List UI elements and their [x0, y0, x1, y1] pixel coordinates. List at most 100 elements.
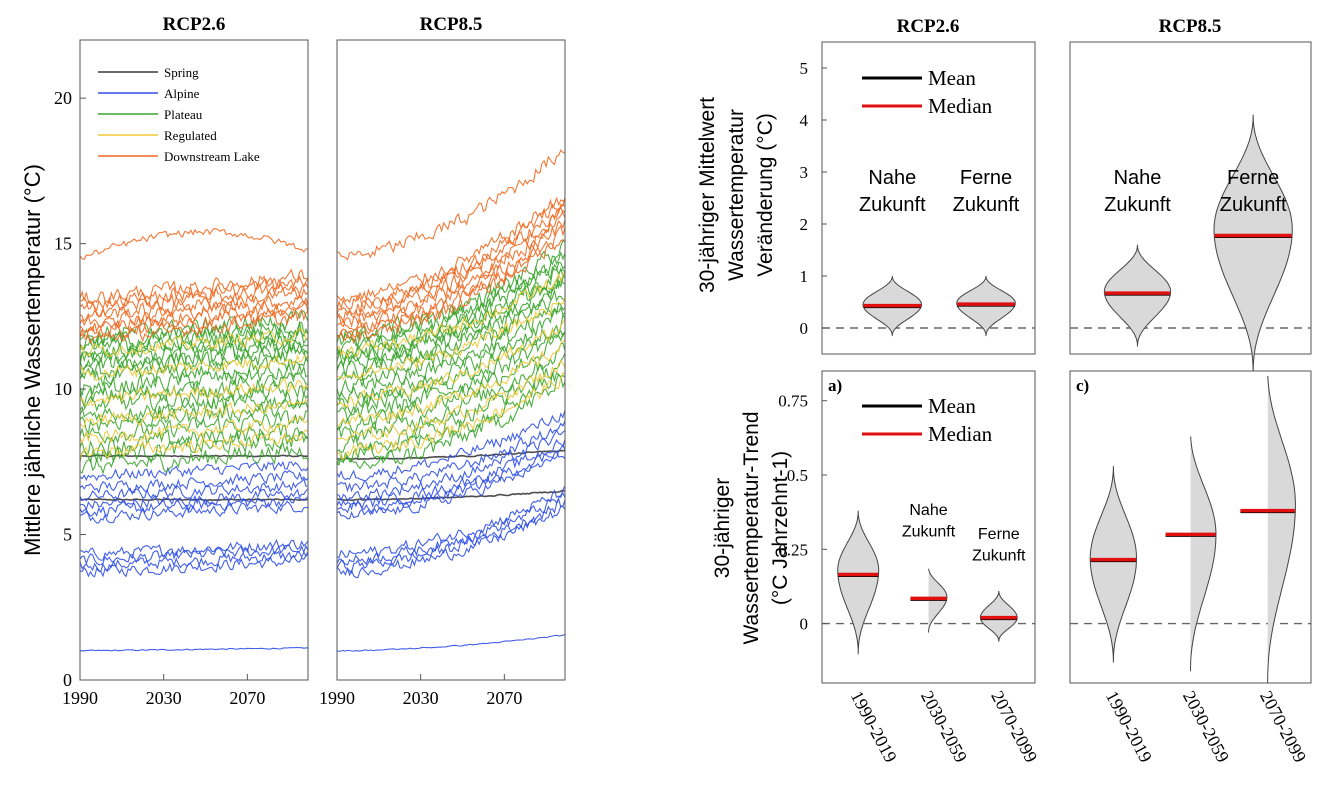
group-label: Nahe: [1114, 167, 1162, 189]
group-label: Nahe: [909, 502, 947, 519]
series-line-plateau: [337, 306, 565, 405]
axis-label-line: Wassertemperatur: [725, 109, 748, 281]
top-right-y-axis-label: 30-jähriger Mittelwert Wassertemperatur Ve…: [696, 97, 777, 293]
series-line-regulated: [337, 339, 565, 427]
x-tick-label: 1990: [62, 688, 98, 708]
series-line-downstream-lake: [337, 206, 565, 324]
bottom-right-y-axis-label: 30-jähriger Wassertemperatur-Trend (°C Jah…: [711, 411, 792, 644]
series-line-plateau: [80, 337, 308, 365]
series-line-spring: [80, 454, 308, 458]
series-line-downstream-lake: [337, 196, 565, 304]
x-tick-label: 1990: [319, 688, 355, 708]
left-y-axis-label: Mittlere jährliche Wassertemperatur (°C): [20, 164, 45, 556]
series-line-downstream-lake: [80, 296, 308, 334]
series-line-alpine: [80, 539, 308, 561]
series-line-alpine: [80, 495, 308, 518]
y-tick-label: 0: [800, 319, 809, 338]
series-line-alpine: [337, 439, 565, 511]
series-line-regulated: [80, 398, 308, 428]
legend-label: Spring: [164, 65, 199, 80]
series-line-plateau: [337, 261, 565, 356]
panel-frame: [336, 39, 566, 681]
series-line-alpine: [337, 485, 565, 559]
series-line-alpine: [80, 553, 308, 578]
legend-label: Alpine: [164, 86, 200, 101]
series-line-plateau: [337, 274, 565, 372]
group-label: Zukunft: [1104, 194, 1171, 216]
series-line-plateau: [337, 268, 565, 367]
legend-label: Mean: [928, 394, 976, 418]
series-line-regulated: [337, 372, 565, 460]
series-lines: [80, 228, 308, 652]
series-line-downstream-lake: [80, 275, 308, 312]
legend-label: Mean: [928, 66, 976, 90]
series-line-plateau: [80, 422, 308, 458]
group-label: Zukunft: [1220, 194, 1287, 216]
series-line-downstream-lake: [80, 286, 308, 323]
series-line-regulated: [337, 360, 565, 441]
y-tick-label: 0.5: [787, 466, 808, 485]
series-line-plateau: [337, 373, 565, 470]
x-tick-label: 2030-2059: [1179, 687, 1233, 765]
violin-panel-3: c) 1990-2019 2030-2059 2070-2099: [1069, 370, 1312, 766]
legend-label: Downstream Lake: [164, 149, 260, 164]
panel-title: RCP8.5: [420, 14, 483, 35]
y-tick-label: 0: [63, 670, 72, 690]
y-tick-label: 0.25: [778, 540, 808, 559]
panel-title: RCP2.6: [163, 14, 226, 35]
series-line-plateau: [337, 342, 565, 445]
series-line-downstream-lake: [80, 268, 308, 306]
group-label: Zukunft: [859, 194, 926, 216]
violin-body: [1190, 436, 1217, 672]
y-tick-label: 0: [800, 615, 809, 634]
series-line-regulated: [80, 429, 308, 460]
axis-label-line: Veränderung (°C): [754, 113, 777, 277]
series-line-downstream-lake: [337, 209, 565, 329]
legend-label: Regulated: [164, 128, 217, 143]
violin-body: [837, 510, 880, 655]
series-line-regulated: [80, 327, 308, 357]
x-tick-label: 2070: [229, 688, 265, 708]
series-line-alpine: [337, 492, 565, 566]
series-line-alpine: [80, 488, 308, 511]
series-line-alpine: [80, 646, 308, 652]
panel-label: a): [828, 376, 842, 395]
x-tick-label: 1990-2019: [1102, 687, 1156, 765]
panel-frame: [79, 39, 309, 681]
series-line-regulated: [337, 272, 565, 359]
x-tick-label: 2030: [146, 688, 182, 708]
legend-label: Median: [928, 422, 993, 446]
violin-panel-1: Nahe Zukunft Ferne Zukunft RCP8.5: [1069, 16, 1312, 373]
x-tick-label: 1990-2019: [847, 687, 901, 765]
series-line-regulated: [80, 353, 308, 381]
series-line-downstream-lake: [337, 238, 565, 345]
y-tick-label: 2: [800, 215, 809, 234]
series-line-alpine: [80, 550, 308, 573]
y-tick-label: 5: [800, 59, 809, 78]
x-tick-label: 2070-2099: [987, 687, 1041, 765]
y-tick-label: 0.75: [778, 392, 808, 411]
series-line-regulated: [80, 416, 308, 445]
axis-label-line: (°C Jahrzehnt-1): [769, 451, 792, 605]
series-line-plateau: [337, 301, 565, 398]
violin-panel-0: Nahe Zukunft Ferne Zukunft RCP2.6 0 1 2 3 4 5 Mean M…: [800, 16, 1036, 355]
series-line-regulated: [80, 378, 308, 407]
series-line-alpine: [80, 469, 308, 494]
series-line-plateau: [80, 327, 308, 363]
series-line-alpine: [80, 460, 308, 482]
series-line-alpine: [337, 429, 565, 503]
series-line-alpine: [337, 505, 565, 579]
legend-label: Median: [928, 94, 993, 118]
time-series-panel-1: RCP8.5 1990 2030 2070: [319, 14, 566, 708]
x-tick-label: 2030: [403, 688, 439, 708]
series-line-alpine: [80, 500, 308, 524]
group-label: Zukunft: [902, 524, 956, 541]
series-line-downstream-lake: [80, 293, 308, 329]
violin-body: [1213, 114, 1293, 373]
violin-panel-2: Nahe Zukunft Ferne Zukunft a) 0 0.25 0.5 0.75 Mea…: [778, 370, 1042, 766]
series-line-downstream-lake: [337, 149, 565, 261]
y-tick-label: 10: [54, 379, 72, 399]
series-line-downstream-lake: [337, 219, 565, 332]
series-line-downstream-lake: [337, 203, 565, 319]
